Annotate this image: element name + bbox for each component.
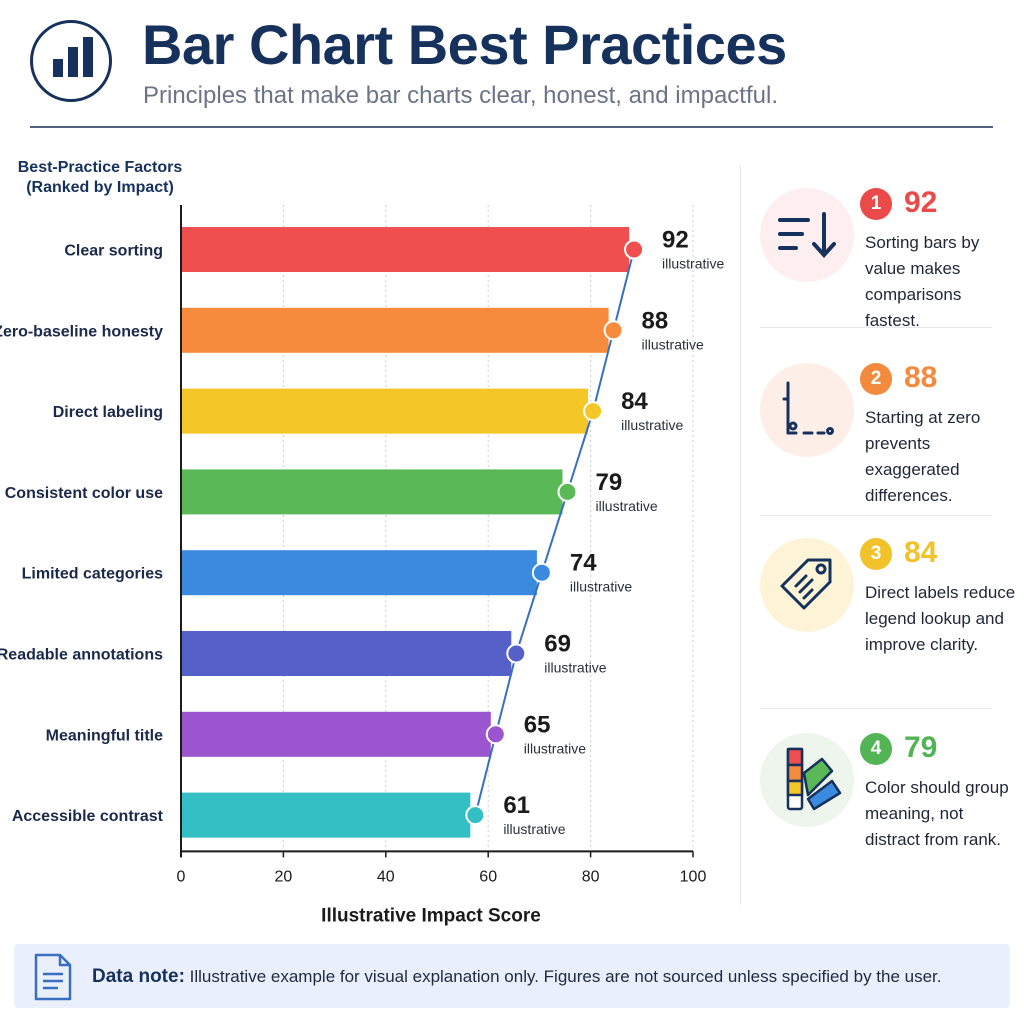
card-score: 88 <box>904 361 938 394</box>
document-icon <box>34 953 72 1001</box>
trend-point <box>624 239 645 260</box>
trend-point <box>485 724 506 745</box>
data-label-note: illustrative <box>503 821 565 837</box>
panel-divider <box>740 165 741 905</box>
card-description: Starting at zero prevents exaggerated di… <box>865 408 981 505</box>
zero-baseline-axis-icon <box>760 363 854 457</box>
x-axis-label: Illustrative Impact Score <box>321 905 541 926</box>
data-label: 79 <box>595 469 622 496</box>
rank-badge: 4 <box>860 733 892 765</box>
header-divider <box>30 126 993 128</box>
category-label: Direct labeling <box>53 404 163 421</box>
data-note-label: Data note: <box>92 966 185 987</box>
data-label-note: illustrative <box>544 660 606 676</box>
x-tick-label: 80 <box>582 868 600 885</box>
bar <box>182 307 609 353</box>
x-tick-label: 100 <box>680 868 707 885</box>
category-label: Meaningful title <box>46 727 163 744</box>
card-score: 79 <box>904 731 938 764</box>
data-label: 84 <box>621 388 648 415</box>
factor-axis-heading-line-1: Best-Practice Factors <box>17 159 183 176</box>
trend-point <box>531 562 552 583</box>
data-label: 61 <box>503 792 530 819</box>
data-label-note: illustrative <box>595 498 657 514</box>
x-tick-label: 60 <box>479 868 497 885</box>
price-tag-icon <box>760 538 854 632</box>
data-note-body: Illustrative example for visual explanat… <box>189 967 942 986</box>
color-swatch-icon <box>760 733 854 827</box>
bar-chart-logo-icon <box>30 20 112 102</box>
header: Bar Chart Best Practices Principles that… <box>0 0 1024 130</box>
insight-card-2: 2 88 Starting at zero prevents exaggerat… <box>750 345 1015 505</box>
card-description: Direct labels reduce legend lookup and i… <box>865 583 1016 654</box>
sort-descending-icon <box>760 188 854 282</box>
bar <box>182 631 512 676</box>
page-title: Bar Chart Best Practices <box>142 13 787 76</box>
bar <box>182 227 630 272</box>
insight-card-1: 1 92 Sorting bars by value makes compari… <box>750 170 1015 330</box>
rank-badge: 2 <box>860 363 892 395</box>
bar <box>182 469 563 515</box>
card-score: 84 <box>904 536 938 569</box>
x-tick-label: 0 <box>177 868 186 885</box>
bar <box>182 550 537 596</box>
insight-card-3: 3 84 Direct labels reduce legend lookup … <box>750 520 1015 690</box>
trend-point <box>506 643 527 664</box>
insight-card-4: 4 79 Color should group meaning, not dis… <box>750 715 1015 885</box>
data-label: 69 <box>544 631 571 658</box>
data-label-note: illustrative <box>621 417 683 433</box>
category-label: Clear sorting <box>64 243 163 260</box>
data-label-note: illustrative <box>570 579 632 595</box>
rank-badge: 1 <box>860 188 892 220</box>
category-label: Accessible contrast <box>12 808 164 825</box>
category-label: Consistent color use <box>5 485 163 502</box>
data-note-banner: Data note: Illustrative example for visu… <box>14 944 1010 1008</box>
x-tick-label: 40 <box>377 868 395 885</box>
data-label: 92 <box>662 227 689 254</box>
trend-point <box>465 805 486 826</box>
card-description: Sorting bars by value makes comparisons … <box>865 233 980 330</box>
data-label: 88 <box>642 307 669 334</box>
card-separator <box>760 327 992 328</box>
category-label: Limited categories <box>22 566 163 583</box>
trend-point <box>557 481 578 502</box>
data-label: 74 <box>570 550 597 577</box>
bar-chart: 0 20 40 60 80 100 Illustrative Impact Score Cle… <box>0 205 724 926</box>
data-note-text: Data note: Illustrative example for visu… <box>92 966 942 988</box>
trend-point <box>583 401 604 422</box>
page-subtitle: Principles that make bar charts clear, h… <box>143 82 778 109</box>
trend-point <box>603 320 624 341</box>
factor-axis-heading-line-2: (Ranked by Impact) <box>26 179 174 196</box>
trend-line <box>474 249 636 816</box>
card-separator <box>760 708 992 709</box>
card-description: Color should group meaning, not distract… <box>865 778 1009 849</box>
data-label-note: illustrative <box>524 740 586 756</box>
rank-badge: 3 <box>860 538 892 570</box>
category-label: Readable annotations <box>0 647 163 664</box>
category-label: Zero-baseline honesty <box>0 323 163 340</box>
bar <box>182 388 589 434</box>
factor-axis-heading: Best-Practice Factors (Ranked by Impact) <box>10 158 190 198</box>
data-label-note: illustrative <box>642 336 704 352</box>
data-label: 65 <box>524 711 551 738</box>
card-separator <box>760 515 992 516</box>
card-score: 92 <box>904 186 938 219</box>
data-label-note: illustrative <box>662 256 724 272</box>
bar <box>182 792 471 838</box>
bar <box>182 711 491 757</box>
x-tick-label: 20 <box>275 868 293 885</box>
